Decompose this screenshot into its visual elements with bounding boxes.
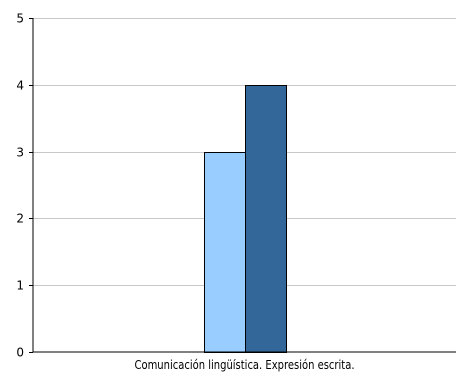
x-category-labels: Comunicación lingüística. Expresión escr… — [135, 358, 355, 372]
y-tick-label: 3 — [16, 146, 24, 160]
bar-series-2 — [245, 85, 287, 353]
y-tick-labels: 0 1 2 3 4 5 — [16, 12, 33, 360]
y-tick-label: 5 — [16, 12, 24, 26]
bars — [204, 85, 287, 353]
x-category-label: Comunicación lingüística. Expresión escr… — [135, 358, 355, 372]
y-tick-label: 0 — [16, 346, 24, 360]
y-tick-label: 1 — [16, 279, 24, 293]
y-tick-label: 2 — [16, 212, 24, 226]
bar-series-1 — [204, 152, 246, 353]
axes — [32, 18, 456, 353]
y-tick-label: 4 — [16, 79, 24, 93]
